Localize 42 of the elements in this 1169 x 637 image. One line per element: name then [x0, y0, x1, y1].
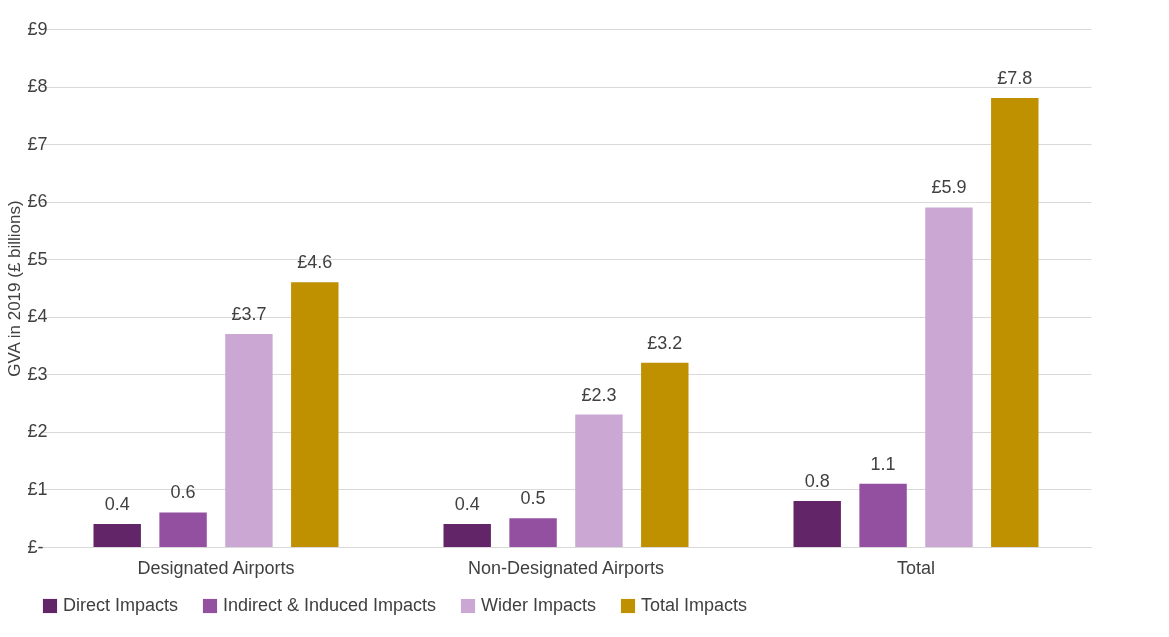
data-label: £3.2	[647, 332, 683, 353]
y-tick-label: £5	[27, 248, 48, 269]
x-tick-label: Designated Airports	[137, 557, 295, 578]
x-tick-label: Total	[896, 557, 936, 578]
data-label: 0.4	[104, 493, 130, 514]
bar	[793, 500, 841, 547]
y-tick-label: £7	[27, 133, 48, 154]
y-tick-label: £1	[27, 478, 48, 499]
data-label: 0.8	[804, 470, 830, 491]
bar	[859, 483, 907, 547]
legend-label: Direct Impacts	[63, 595, 179, 615]
legend-label: Total Impacts	[641, 595, 748, 615]
y-tick-label: £-	[27, 536, 44, 557]
bar	[641, 362, 689, 547]
bar	[93, 523, 141, 547]
data-label: 0.4	[454, 493, 480, 514]
data-label: £4.6	[297, 252, 333, 273]
bar	[509, 518, 557, 547]
y-tick-label: £3	[27, 363, 48, 384]
y-tick-label: £4	[27, 306, 48, 327]
bar	[443, 523, 491, 547]
data-label: 0.6	[170, 482, 196, 503]
bar	[225, 334, 273, 547]
bar	[291, 282, 339, 547]
bar	[925, 207, 973, 547]
bar	[575, 414, 623, 547]
x-tick-label: Non-Designated Airports	[467, 557, 665, 578]
data-label: £5.9	[931, 177, 967, 198]
data-label: £7.8	[997, 68, 1033, 89]
legend-label: Indirect & Induced Impacts	[223, 595, 437, 615]
data-label: £3.7	[231, 304, 267, 325]
y-tick-label: £8	[27, 76, 48, 97]
y-axis-title: GVA in 2019 (£ billions)	[4, 200, 24, 377]
y-tick-label: £6	[27, 191, 48, 212]
bar	[159, 512, 207, 547]
data-label: 1.1	[870, 453, 896, 474]
bar	[991, 98, 1039, 547]
legend-label: Wider Impacts	[481, 595, 597, 615]
data-label: 0.5	[520, 488, 546, 509]
data-label: £2.3	[581, 384, 617, 405]
y-tick-label: £9	[27, 18, 48, 39]
y-tick-label: £2	[27, 421, 48, 442]
